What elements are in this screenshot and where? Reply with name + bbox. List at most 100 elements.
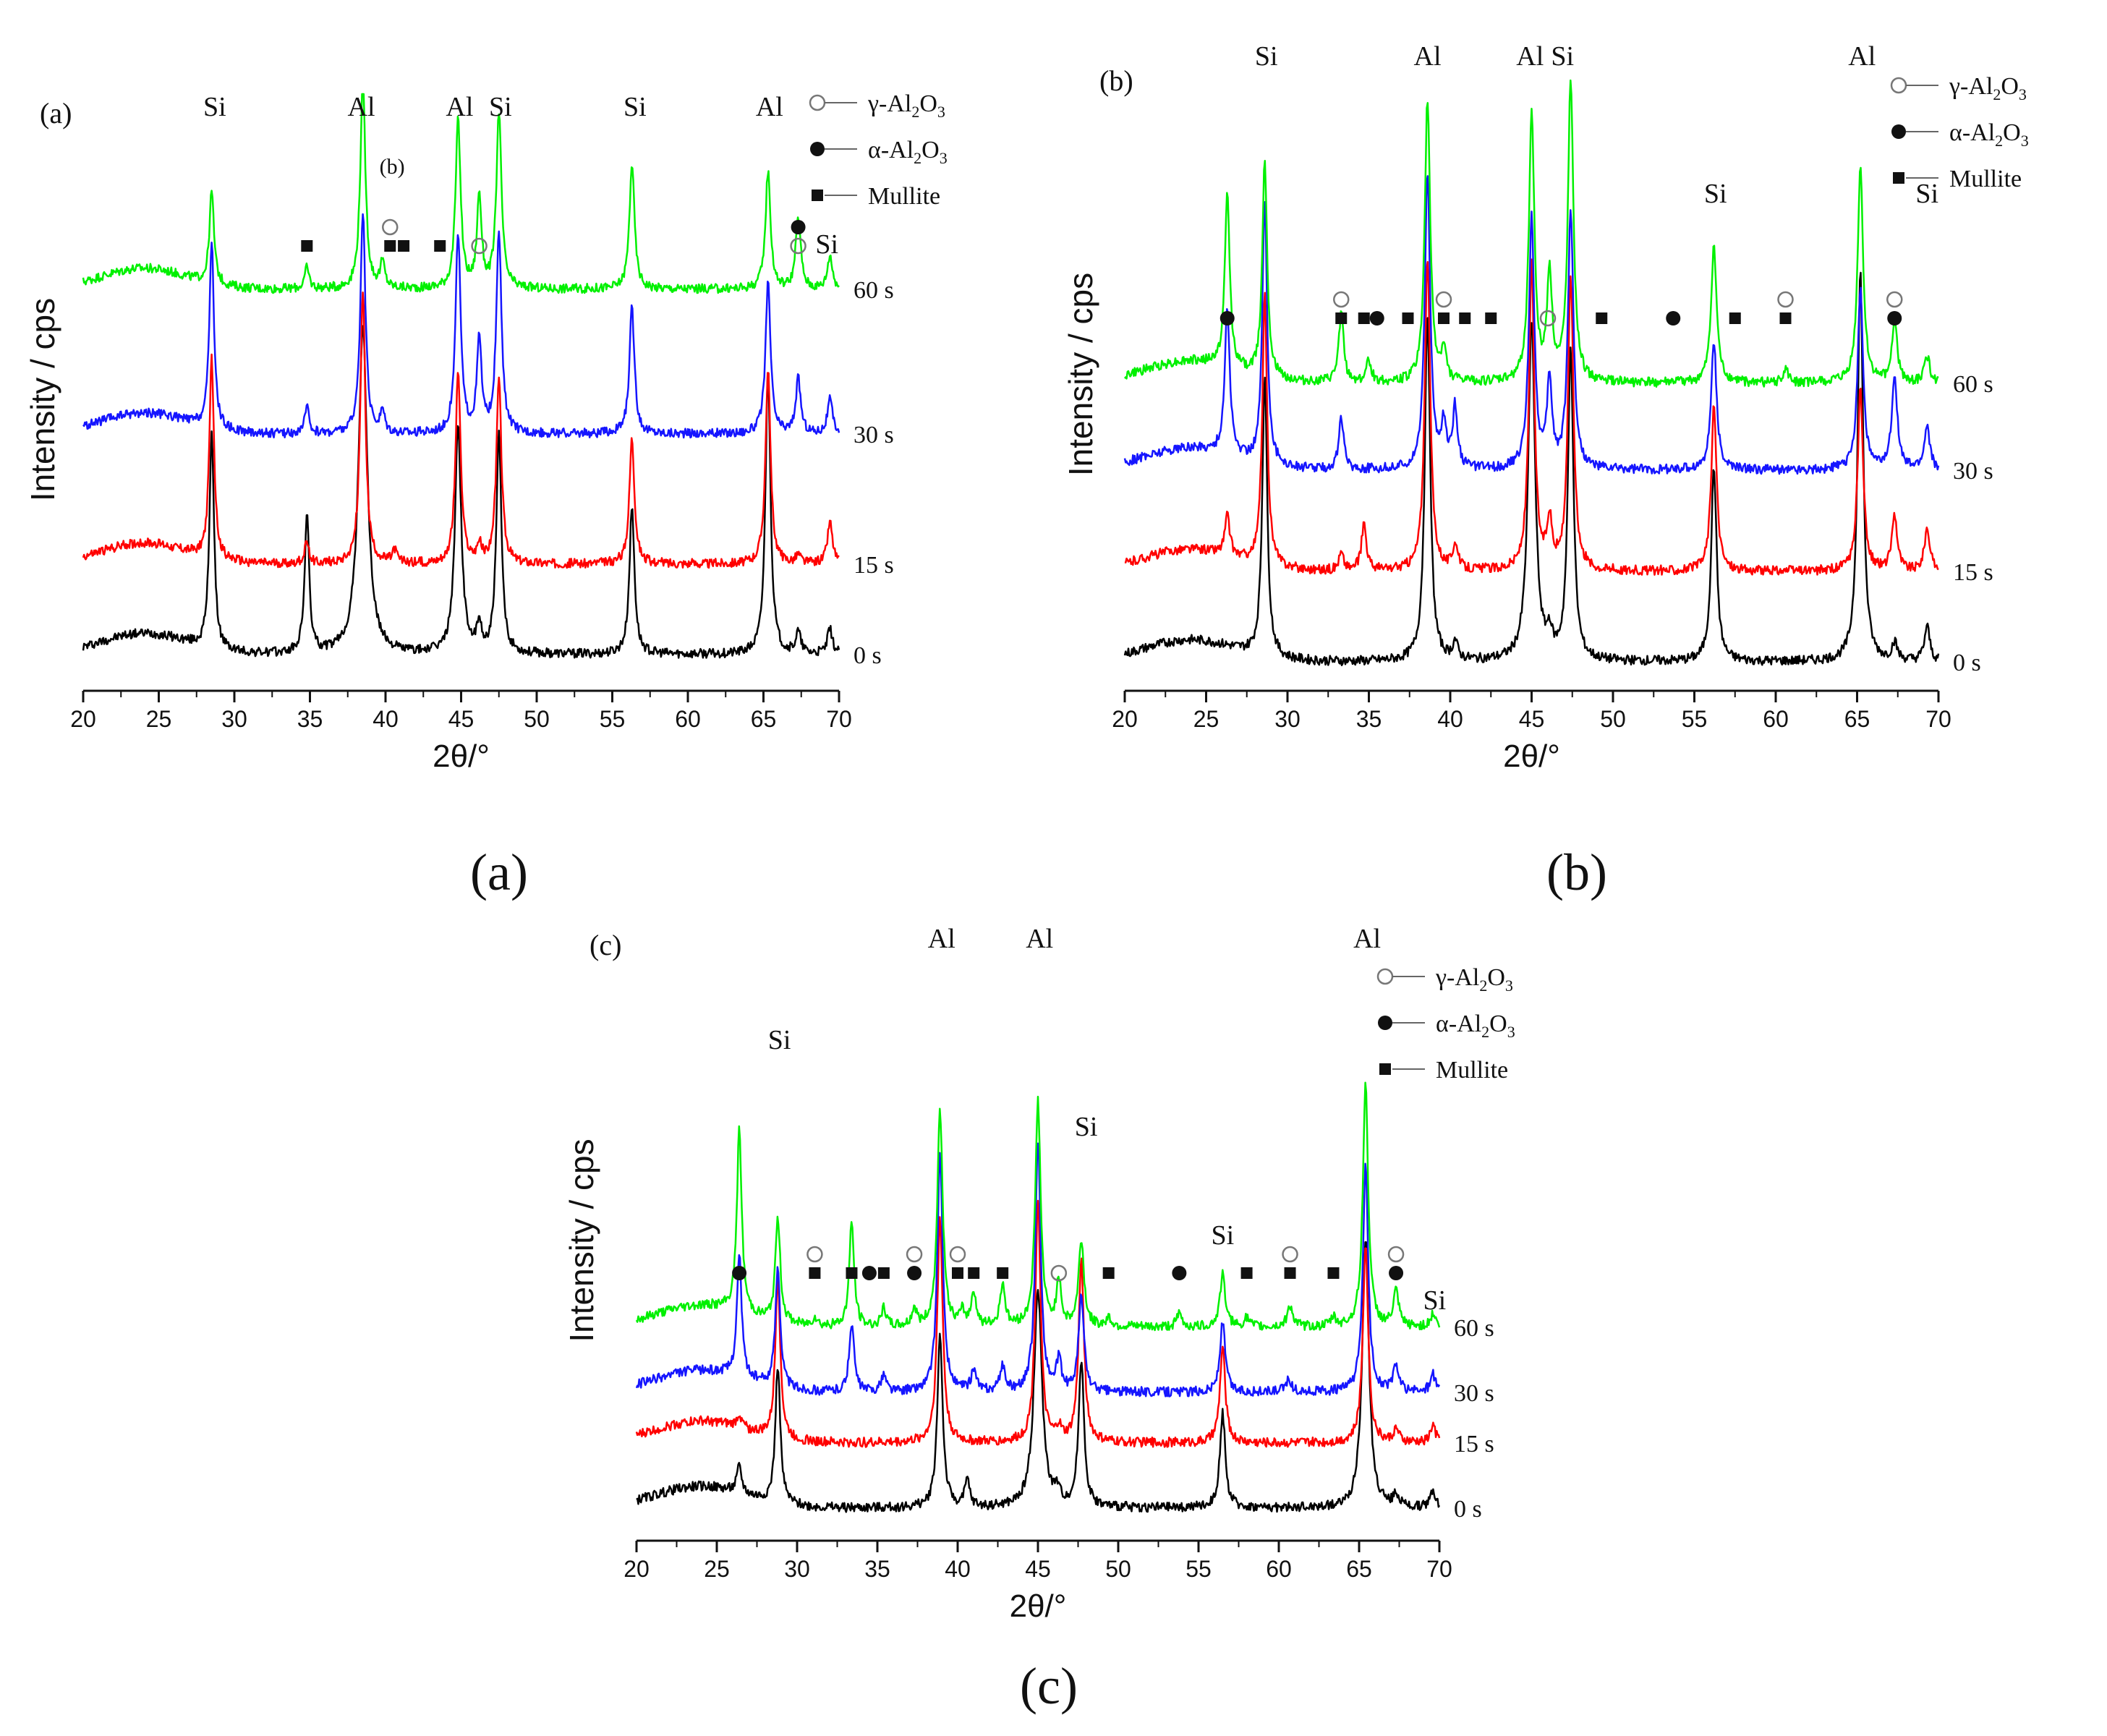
caption-a: (a) [470,843,528,901]
x-tick-label: 65 [1844,706,1870,732]
legend-mullite-symbol [1379,1063,1391,1075]
x-tick-label: 60 [675,706,701,732]
x-tick-label: 50 [1105,1556,1131,1582]
mullite-marker [398,240,410,252]
gamma-alumina-marker [806,1246,823,1263]
y-axis-label: Intensity / cps [24,298,61,501]
mullite-marker [952,1267,963,1279]
x-tick-label: 30 [1274,706,1301,732]
y-axis-label: Intensity / cps [1062,273,1099,476]
alpha-alumina-marker [1172,1266,1187,1280]
series-label: 0 s [854,642,882,669]
caption-c: (c) [1020,1657,1078,1715]
gamma-alumina-marker [1539,310,1557,327]
series-label: 30 s [854,422,894,448]
mullite-marker [877,1267,890,1279]
series-line-30s [635,1142,1441,1397]
mullite-marker [434,240,446,252]
mullite-marker [1402,312,1414,324]
y-axis-label: Intensity / cps [563,1139,600,1342]
mullite-marker [1438,312,1450,324]
x-tick-label: 35 [864,1556,890,1582]
x-axis-label: 2θ/° [433,739,490,774]
mullite-marker [809,1267,821,1279]
legend-alpha-symbol [1378,1016,1392,1030]
legend-alpha-symbol [1891,124,1906,139]
mullite-marker [301,240,313,252]
legend-label: α-Al2O3 [868,137,948,167]
caption-b: (b) [1546,843,1607,901]
phase-annotation-al: Al [1516,41,1544,72]
mullite-marker [1240,1267,1253,1279]
x-tick-label: 50 [1600,706,1626,732]
phase-annotation-si: Si [1704,179,1727,209]
x-tick-label: 20 [70,706,96,732]
series-label: 0 s [1953,650,1981,676]
panel-label: (c) [589,929,621,961]
x-axis-label: 2θ/° [1503,739,1560,774]
mullite-marker [1358,312,1370,324]
x-tick-label: 45 [448,706,474,732]
x-tick-label: 65 [1346,1556,1372,1582]
phase-annotation-si: Si [1915,179,1938,209]
legend-label: γ-Al2O3 [867,90,945,121]
mullite-marker [1335,312,1348,324]
gamma-alumina-marker [1777,291,1794,308]
series-label: 30 s [1953,458,1993,485]
legend-gamma-symbol [809,94,826,111]
gamma-alumina-marker [790,237,806,255]
series-label: 15 s [854,552,894,579]
panel-a: 20 25 30 35 40 45 50 55 60 65 70 2θ/° Intensity / cp… [24,90,948,774]
gamma-alumina-marker [949,1246,966,1263]
alpha-alumina-marker [1369,311,1384,326]
mullite-marker [1459,312,1471,324]
x-tick-label: 70 [1426,1556,1452,1582]
mullite-marker [1779,312,1792,324]
x-tick-label: 70 [1925,706,1951,732]
series-line-30s [82,213,840,439]
panel-label: (b) [1099,64,1133,97]
phase-annotation-al: Al [756,92,783,122]
phase-annotation-si: Si [768,1025,791,1055]
phase-annotation-si: Si [815,229,838,260]
legend-mullite-symbol [812,190,823,201]
x-tick-label: 20 [623,1556,650,1582]
series-line-0s [636,1241,1441,1513]
alpha-alumina-marker [791,220,806,234]
series-line-30s [1123,175,1940,475]
legend-label: γ-Al2O3 [1949,73,2027,103]
series-line-0s [1123,271,1940,667]
x-tick-label: 45 [1025,1556,1051,1582]
legend-alpha-symbol [810,142,825,156]
x-tick-label: 25 [1193,706,1219,732]
x-tick-label: 30 [221,706,247,732]
series-label: 60 s [1953,371,1993,398]
series-label: 60 s [854,277,894,304]
legend-label: α-Al2O3 [1436,1010,1515,1041]
series-label: 15 s [1454,1431,1494,1458]
panel-label: (a) [40,97,72,129]
series-line-60s [82,93,840,294]
mullite-marker [846,1267,858,1279]
phase-annotation-al: Al [348,92,375,122]
legend-label: Mullite [868,183,940,210]
series-line-15s [1124,258,1939,576]
series-label: 15 s [1953,559,1993,586]
phase-annotation-al: Al [1848,41,1876,72]
x-tick-label: 50 [524,706,550,732]
series-line-60s [635,1081,1441,1332]
legend-mullite-symbol [1893,172,1904,184]
legend-gamma-symbol [1890,77,1907,94]
gamma-alumina-marker [471,237,488,255]
series-label: 60 s [1454,1315,1494,1342]
alpha-alumina-marker [1666,311,1681,326]
x-axis-label: 2θ/° [1010,1588,1067,1624]
panel-b: 20 25 30 35 40 45 50 55 60 65 70 2θ/° Intensity / cp… [1062,41,2029,774]
series-label: 0 s [1454,1496,1482,1523]
gamma-alumina-marker [1387,1246,1405,1263]
phase-annotation-si: Si [1423,1285,1446,1316]
gamma-alumina-marker [382,218,399,236]
phase-annotation-al: Al [928,924,955,954]
inset-note: (b) [380,155,405,179]
phase-annotation-al: Al [446,92,473,122]
